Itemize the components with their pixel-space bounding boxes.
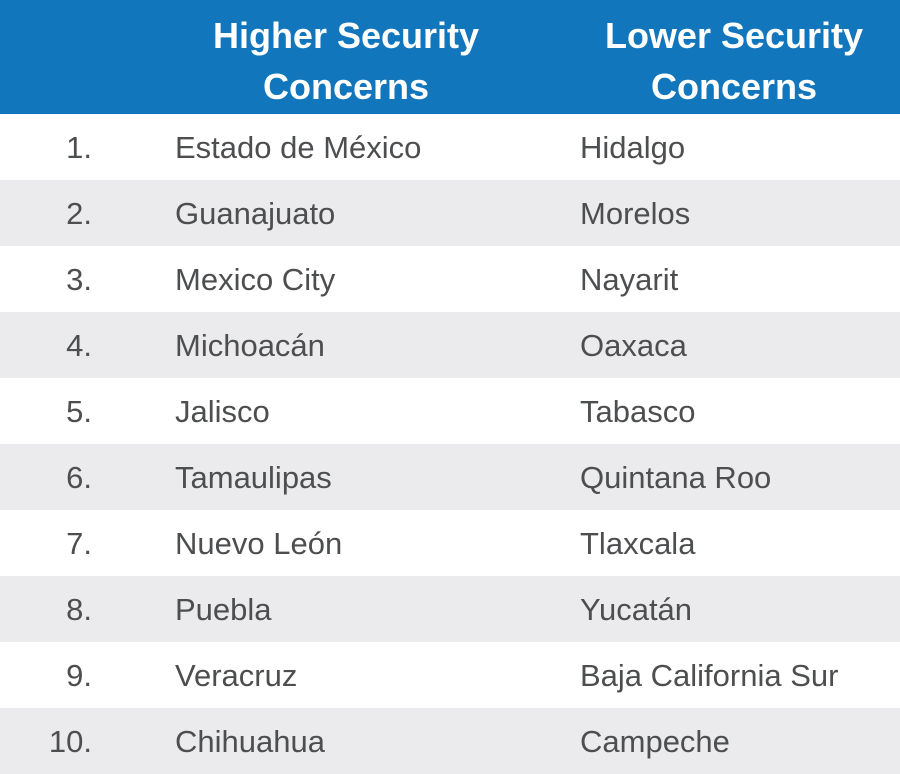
- lower-concern-cell: Hidalgo: [580, 129, 686, 165]
- higher-concern-cell: Michoacán: [175, 327, 325, 363]
- lower-concern-cell: Oaxaca: [580, 327, 687, 363]
- rank-cell: 8.: [66, 591, 92, 627]
- table-row: 4. Michoacán Oaxaca: [0, 312, 900, 378]
- lower-concern-cell: Quintana Roo: [580, 459, 772, 495]
- higher-concern-cell: Veracruz: [175, 657, 298, 693]
- higher-concern-cell: Chihuahua: [175, 723, 325, 759]
- table-row: 1. Estado de México Hidalgo: [0, 114, 900, 180]
- table-row: 2. Guanajuato Morelos: [0, 180, 900, 246]
- rank-cell: 2.: [66, 195, 92, 231]
- table-header: Higher Security Concerns Lower Security …: [0, 0, 900, 114]
- table-row: 7. Nuevo León Tlaxcala: [0, 510, 900, 576]
- higher-concern-cell: Puebla: [175, 591, 272, 627]
- table-row: 6. Tamaulipas Quintana Roo: [0, 444, 900, 510]
- rank-cell: 10.: [48, 723, 92, 759]
- rank-cell: 9.: [66, 657, 92, 693]
- table-row: 9. Veracruz Baja California Sur: [0, 642, 900, 708]
- higher-concern-cell: Guanajuato: [175, 195, 336, 231]
- higher-concern-cell: Mexico City: [175, 261, 336, 297]
- higher-concern-cell: Nuevo León: [175, 525, 343, 561]
- column-header-higher-security: Higher Security Concerns: [0, 2, 580, 112]
- lower-concern-cell: Campeche: [580, 723, 730, 759]
- rank-cell: 5.: [66, 393, 92, 429]
- lower-concern-cell: Tabasco: [580, 393, 696, 429]
- column-header-line: Concerns: [262, 66, 430, 107]
- rank-cell: 7.: [66, 525, 92, 561]
- column-header-line: Lower Security: [604, 15, 864, 56]
- table-row: 8. Puebla Yucatán: [0, 576, 900, 642]
- rank-cell: 6.: [66, 459, 92, 495]
- rank-cell: 3.: [66, 261, 92, 297]
- higher-concern-cell: Jalisco: [175, 393, 270, 429]
- lower-concern-cell: Tlaxcala: [580, 525, 696, 561]
- higher-concern-cell: Tamaulipas: [175, 459, 332, 495]
- higher-concern-cell: Estado de México: [175, 129, 422, 165]
- lower-concern-cell: Baja California Sur: [580, 657, 839, 693]
- rank-cell: 4.: [66, 327, 92, 363]
- lower-concern-cell: Yucatán: [580, 591, 693, 627]
- column-header-line: Higher Security: [212, 15, 480, 56]
- column-header-lower-security: Lower Security Concerns: [580, 2, 900, 112]
- lower-concern-cell: Nayarit: [580, 261, 679, 297]
- column-header-line: Concerns: [650, 66, 818, 107]
- table-row: 3. Mexico City Nayarit: [0, 246, 900, 312]
- rank-cell: 1.: [66, 129, 92, 165]
- lower-concern-cell: Morelos: [580, 195, 691, 231]
- table-row: 10. Chihuahua Campeche: [0, 708, 900, 774]
- table-row: 5. Jalisco Tabasco: [0, 378, 900, 444]
